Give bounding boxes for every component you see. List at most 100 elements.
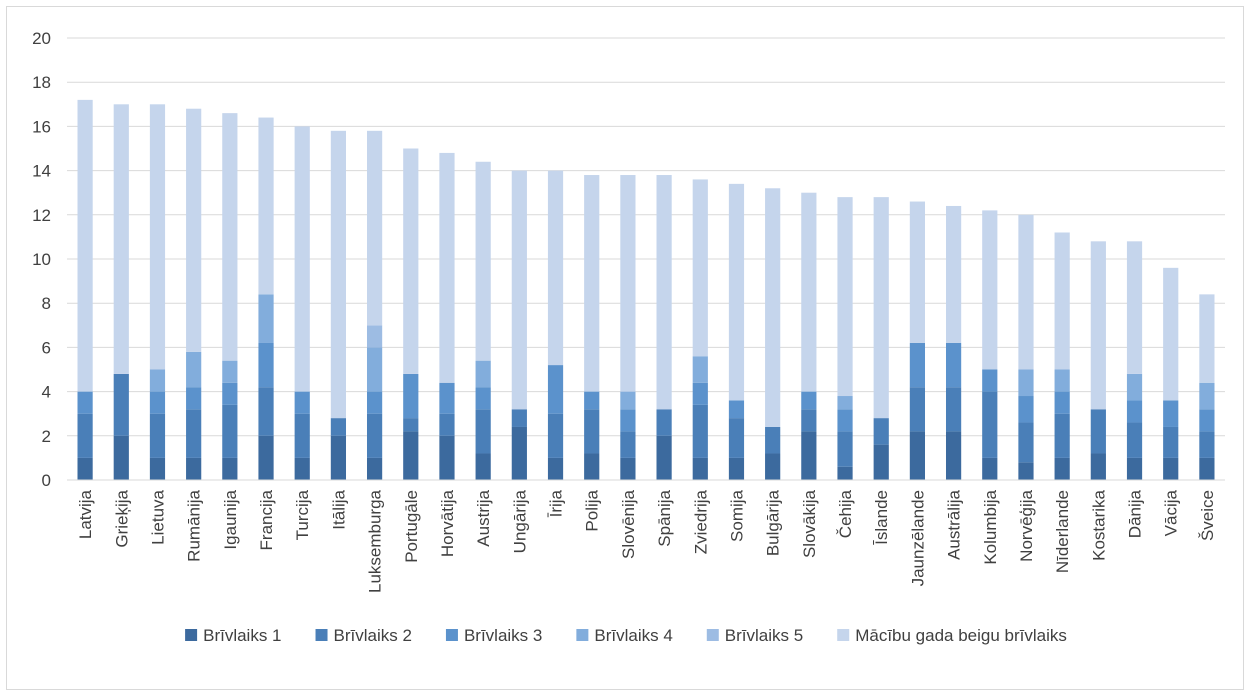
bar-segment-2: [186, 409, 202, 458]
bar-segment-6: [186, 108, 202, 352]
legend-swatch: [445, 629, 458, 641]
bar-segment-6: [728, 183, 745, 401]
bar-segment-6: [475, 161, 491, 361]
legend-label: Brīvlaiks 5: [725, 626, 803, 645]
bar-segment-1: [692, 457, 708, 480]
y-tick-label: 14: [32, 162, 51, 181]
bar-segment-2: [547, 413, 564, 458]
bar-segment-6: [222, 113, 238, 361]
x-category-label: Īslande: [872, 490, 891, 545]
bar-segment-2: [1163, 426, 1179, 458]
bar-segment-1: [403, 431, 419, 480]
bar-segment-2: [909, 387, 926, 432]
x-category-label: Horvātija: [438, 489, 457, 557]
x-category-label: Nīderlande: [1053, 490, 1072, 573]
bar-segment-1: [873, 444, 889, 480]
bar-segment-3: [439, 382, 455, 414]
bar-segment-2: [1018, 422, 1034, 463]
bar-segment-6: [656, 175, 672, 410]
bar-segment-3: [1054, 391, 1070, 414]
bar-segment-2: [1090, 409, 1106, 454]
x-category-label: Igaunija: [221, 489, 240, 549]
bar-segment-2: [366, 413, 383, 458]
bar-segment-3: [584, 391, 600, 410]
bar-segment-4: [837, 396, 853, 410]
bar-segment-1: [656, 435, 672, 480]
legend-label: Brīvlaiks 2: [334, 626, 412, 645]
legend-swatch: [185, 629, 198, 641]
bar-segment-2: [77, 413, 93, 458]
legend-item: Brīvlaiks 1: [185, 626, 282, 645]
x-axis-category-labels: Latvija Grieķija Lietuva Rumānija Igaunija Fr…: [76, 489, 1217, 593]
bar-segment-2: [439, 413, 455, 436]
bar-segment-4: [149, 369, 166, 392]
x-category-label: Austrija: [474, 489, 493, 546]
bar-segment-1: [149, 457, 166, 480]
x-category-label: Polija: [583, 489, 602, 531]
x-category-label: Ungārija: [510, 489, 529, 553]
bar-segment-1: [801, 431, 817, 480]
legend-item: Brīvlaiks 3: [445, 626, 542, 645]
x-category-label: Čehija: [836, 489, 855, 538]
y-tick-label: 10: [32, 250, 51, 269]
bar-segment-2: [945, 387, 962, 432]
bar-segment-6: [765, 188, 781, 427]
bar-segment-1: [1018, 462, 1034, 480]
bar-segment-1: [1126, 457, 1143, 480]
x-category-label: Francija: [257, 489, 276, 550]
bar-segment-2: [837, 431, 853, 467]
bar-segment-2: [330, 418, 347, 436]
bar-segment-1: [222, 457, 238, 480]
legend-label: Brīvlaiks 1: [203, 626, 281, 645]
legend-swatch: [837, 629, 850, 641]
bar-segment-1: [113, 435, 129, 480]
y-tick-label: 16: [32, 117, 51, 136]
bar-segment-6: [945, 205, 962, 343]
bar-segment-3: [366, 391, 383, 414]
bar-segment-6: [366, 130, 383, 326]
x-category-label: Portugāle: [402, 490, 421, 563]
bar-segment-1: [584, 453, 600, 480]
bar-segment-6: [258, 117, 274, 295]
bar-segment-6: [1090, 241, 1106, 410]
legend-item: Brīvlaiks 4: [576, 626, 673, 645]
x-category-label: Norvēģija: [1017, 489, 1036, 561]
bar-segment-2: [475, 409, 491, 454]
legend: Brīvlaiks 1 Brīvlaiks 2 Brīvlaiks 3 Brīvlai…: [185, 626, 1067, 645]
bar-segment-1: [1199, 457, 1215, 480]
bar-segment-6: [294, 126, 310, 392]
bar-segment-1: [366, 457, 383, 480]
bar-segment-2: [692, 404, 708, 458]
bar-segment-6: [873, 197, 889, 419]
x-category-label: Zviedrija: [691, 489, 710, 554]
y-tick-label: 0: [42, 471, 51, 490]
bar-segment-2: [801, 409, 817, 432]
bar-segment-2: [149, 413, 166, 458]
bar-segment-1: [294, 457, 310, 480]
x-category-label: Slovēnija: [619, 489, 638, 559]
bar-segment-1: [547, 457, 564, 480]
bar-segment-6: [547, 170, 564, 366]
bar-segment-2: [620, 431, 636, 458]
bar-segment-1: [330, 435, 347, 480]
bar-segment-2: [113, 373, 129, 436]
bar-segment-1: [1163, 457, 1179, 480]
x-category-label: Grieķija: [112, 489, 131, 547]
bar-segment-4: [258, 294, 274, 343]
legend-item: Mācību gada beigu brīvlaiks: [837, 626, 1067, 645]
bar-segment-6: [149, 104, 166, 370]
bar-segment-4: [475, 360, 491, 388]
bar-segment-4: [1126, 373, 1143, 401]
x-category-label: Dānija: [1126, 489, 1145, 538]
bar-segment-3: [1163, 400, 1179, 427]
bar-segment-2: [258, 387, 274, 436]
bar-segment-2: [873, 418, 889, 445]
bar-segment-1: [982, 457, 998, 480]
bar-segment-1: [1054, 457, 1070, 480]
bar-segment-4: [1054, 369, 1070, 392]
bar-segment-6: [1199, 294, 1215, 383]
bar-segment-6: [837, 197, 853, 397]
legend-label: Brīvlaiks 3: [464, 626, 542, 645]
bar-segment-2: [982, 391, 998, 458]
legend-item: Brīvlaiks 5: [706, 626, 803, 645]
